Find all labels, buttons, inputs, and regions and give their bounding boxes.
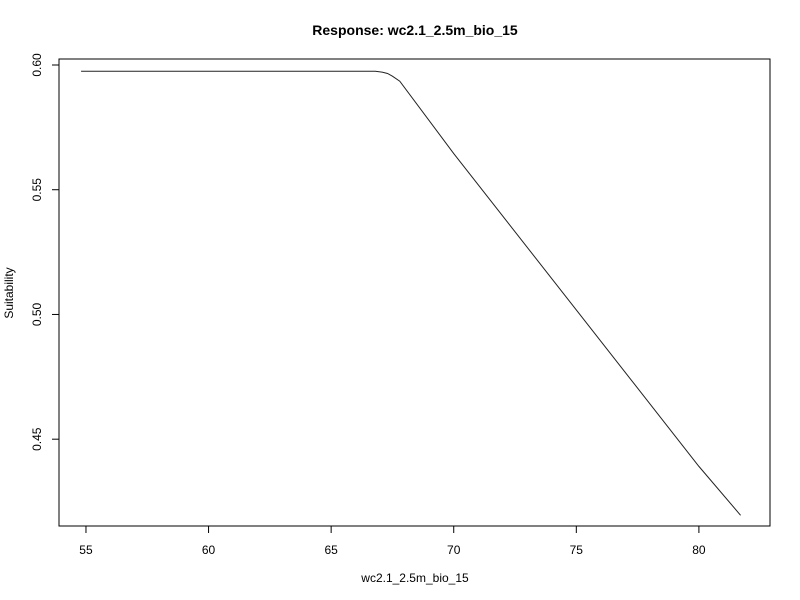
y-axis: 0.45 0.50 0.55 0.60 — [30, 53, 59, 451]
y-tick-label: 0.45 — [30, 427, 44, 451]
x-tick-label: 55 — [79, 543, 93, 557]
x-tick-label: 80 — [692, 543, 706, 557]
plot-frame — [58, 58, 771, 527]
x-axis-label: wc2.1_2.5m_bio_15 — [360, 571, 469, 585]
series-line — [81, 70, 741, 516]
x-tick-label: 70 — [447, 543, 461, 557]
y-tick-label: 0.60 — [30, 53, 44, 77]
y-tick-label: 0.50 — [30, 302, 44, 326]
y-axis-label: Suitability — [2, 267, 16, 318]
x-tick-label: 60 — [202, 543, 216, 557]
chart-title: Response: wc2.1_2.5m_bio_15 — [312, 22, 518, 38]
x-axis: 55 60 65 70 75 80 — [79, 526, 706, 557]
y-tick-label: 0.55 — [30, 178, 44, 202]
x-tick-label: 75 — [570, 543, 584, 557]
x-tick-label: 65 — [324, 543, 338, 557]
